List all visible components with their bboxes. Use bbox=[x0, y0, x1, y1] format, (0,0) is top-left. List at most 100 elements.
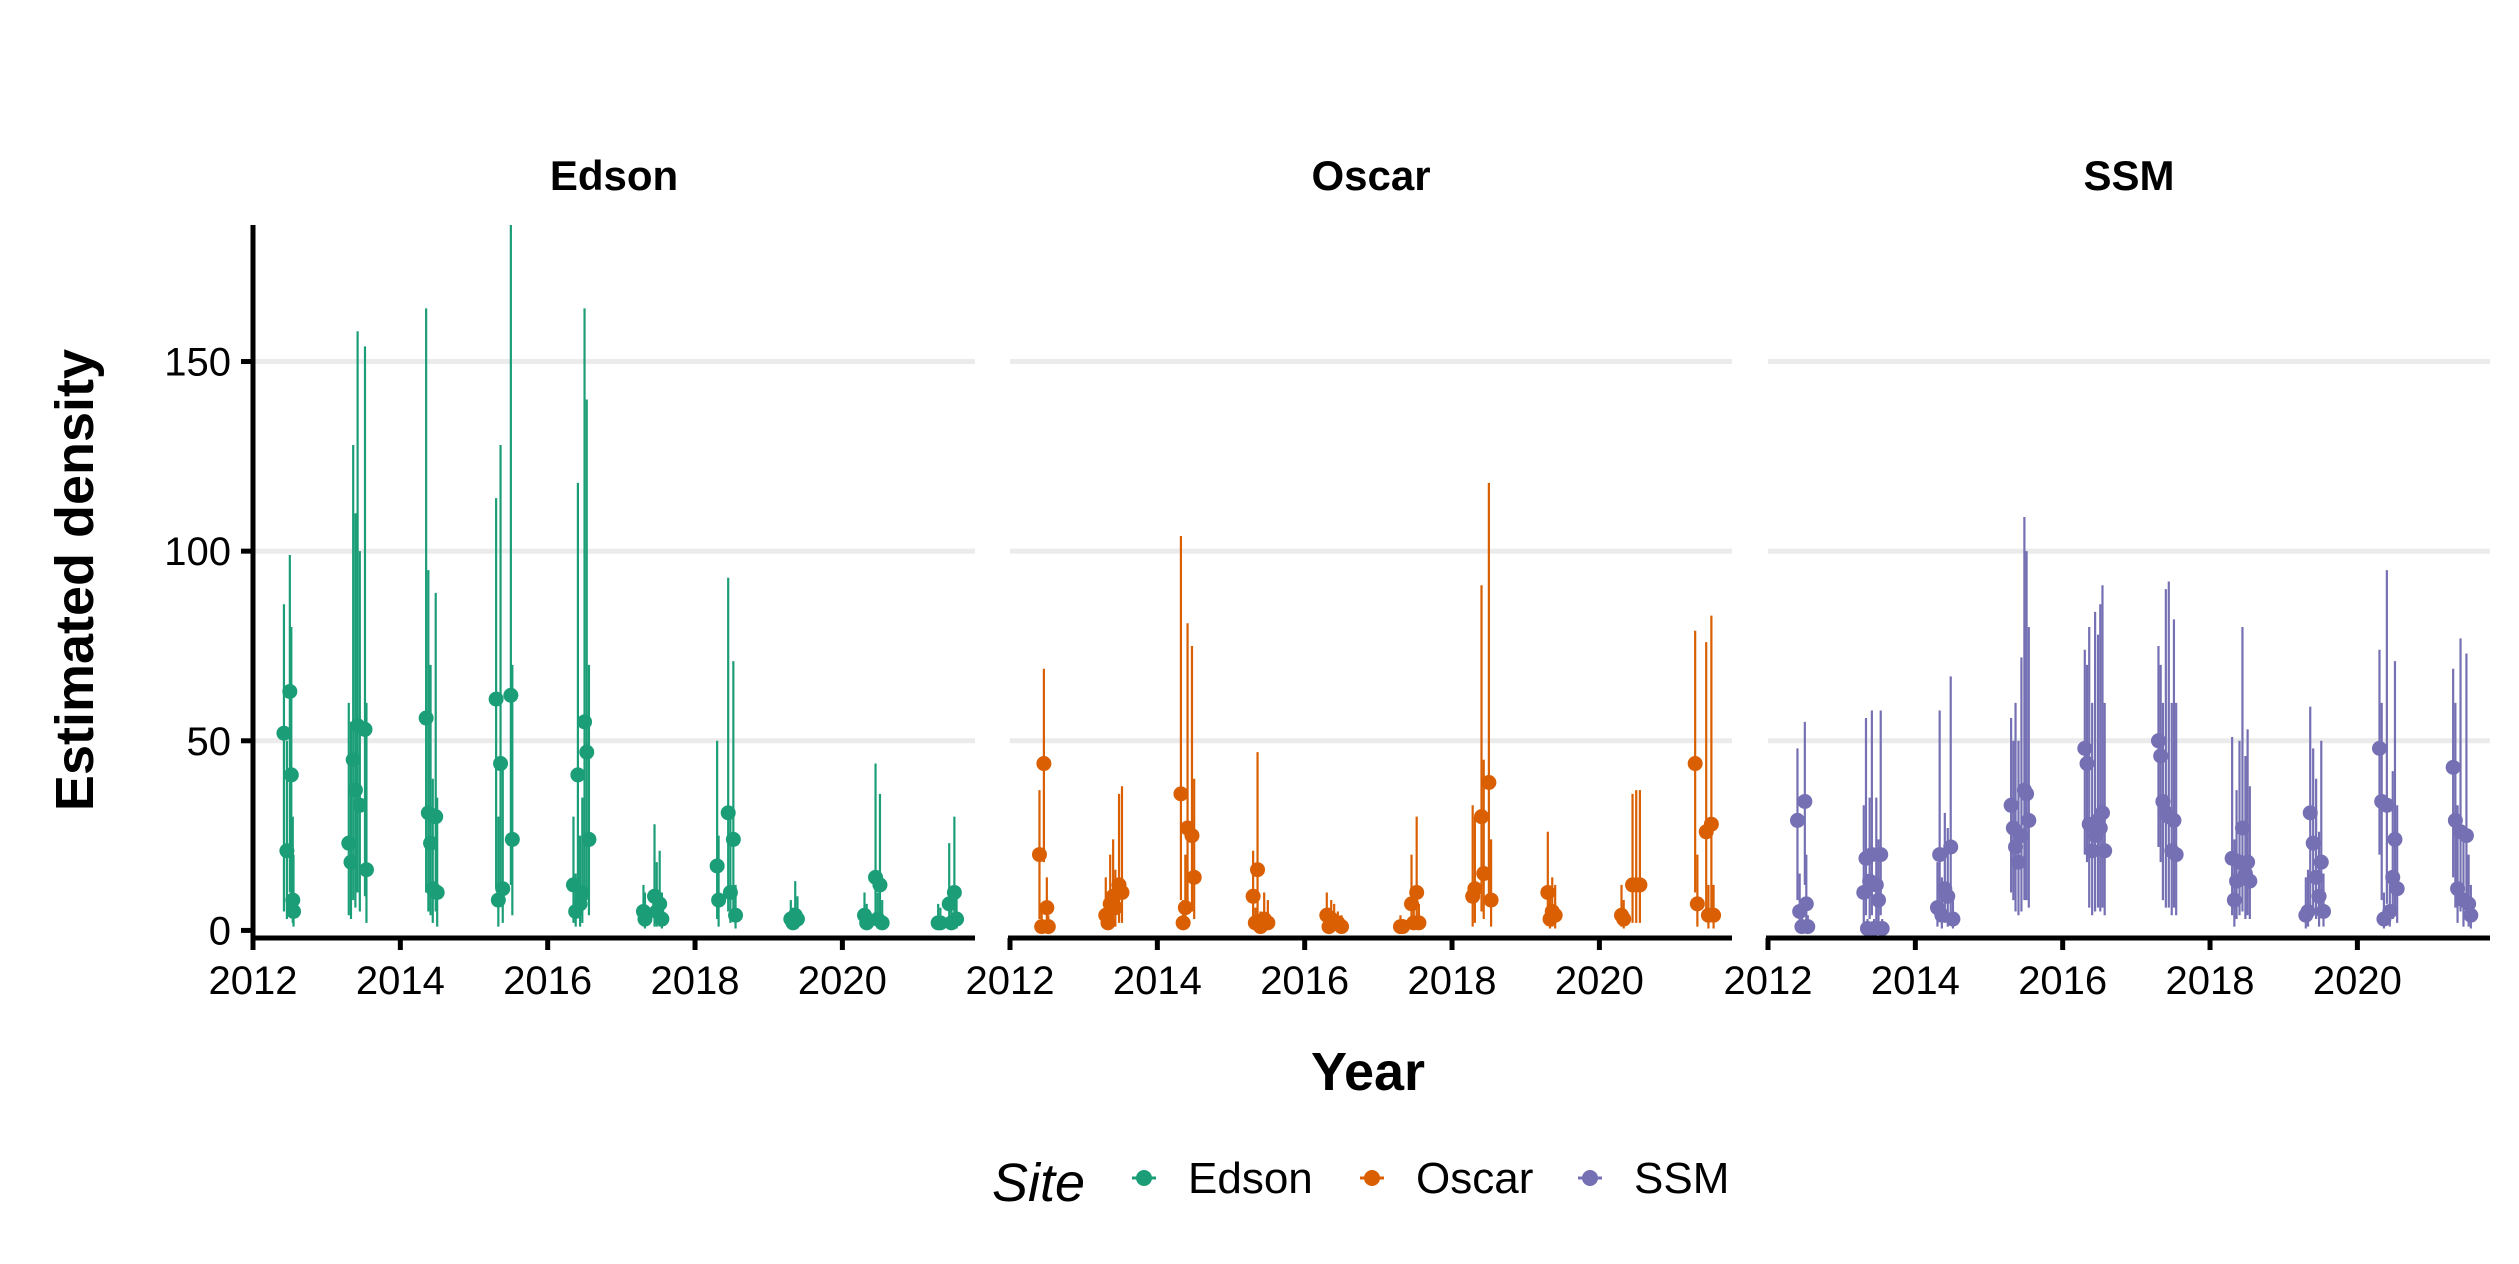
data-point bbox=[2153, 748, 2169, 764]
data-point bbox=[1932, 847, 1948, 863]
data-point bbox=[2300, 903, 2316, 919]
data-point bbox=[949, 911, 965, 927]
data-point bbox=[1467, 881, 1483, 897]
data-point bbox=[581, 831, 597, 847]
data-point bbox=[2084, 843, 2100, 859]
data-point bbox=[946, 884, 962, 900]
x-tick-label: 2014 bbox=[1871, 959, 1960, 1003]
data-point bbox=[1856, 884, 1872, 900]
data-point bbox=[1250, 862, 1266, 878]
data-point bbox=[1186, 869, 1202, 885]
data-point bbox=[709, 858, 725, 874]
data-point bbox=[1107, 900, 1123, 916]
data-point bbox=[1873, 847, 1889, 863]
data-point bbox=[2242, 873, 2258, 889]
data-point bbox=[579, 744, 595, 760]
y-tick-label: 150 bbox=[164, 341, 231, 385]
data-point bbox=[341, 835, 357, 851]
data-point bbox=[1184, 828, 1200, 844]
data-point bbox=[2155, 793, 2171, 809]
data-point bbox=[728, 907, 744, 923]
data-point bbox=[2021, 812, 2037, 828]
data-point bbox=[2003, 797, 2019, 813]
data-point bbox=[2234, 820, 2250, 836]
data-point bbox=[2382, 903, 2398, 919]
data-point bbox=[637, 911, 653, 927]
data-point bbox=[1868, 877, 1884, 893]
data-point bbox=[2463, 907, 2479, 923]
y-axis-title: Estimated density bbox=[45, 349, 105, 811]
data-point bbox=[1871, 892, 1887, 908]
data-point bbox=[488, 691, 504, 707]
data-point bbox=[418, 710, 434, 726]
data-point bbox=[1411, 915, 1427, 931]
data-point bbox=[2308, 869, 2324, 885]
data-point bbox=[1036, 756, 1052, 772]
legend-label-ssm: SSM bbox=[1634, 1154, 1729, 1203]
legend-title: Site bbox=[992, 1153, 1085, 1213]
x-tick-label: 2020 bbox=[798, 959, 887, 1003]
data-point bbox=[1476, 866, 1492, 882]
data-point bbox=[1483, 892, 1499, 908]
data-point bbox=[282, 683, 298, 699]
data-point bbox=[2092, 820, 2108, 836]
data-point bbox=[2311, 888, 2327, 904]
x-tick-label: 2020 bbox=[2313, 959, 2402, 1003]
data-point bbox=[1474, 809, 1490, 825]
data-point bbox=[2302, 805, 2318, 821]
data-point bbox=[1409, 884, 1425, 900]
data-point bbox=[1540, 884, 1556, 900]
data-point bbox=[711, 892, 727, 908]
data-point bbox=[2019, 786, 2035, 802]
data-point bbox=[1173, 786, 1189, 802]
data-point bbox=[1031, 847, 1047, 863]
data-point bbox=[1687, 756, 1703, 772]
data-point bbox=[2315, 903, 2331, 919]
panels-layer: Edson 2012 2014 2016 2018 2020 0 50 100 150 Oscar 2… bbox=[164, 152, 2490, 1003]
x-tick-label: 2014 bbox=[356, 959, 445, 1003]
data-point bbox=[1114, 884, 1130, 900]
data-point bbox=[720, 805, 736, 821]
data-point bbox=[503, 687, 519, 703]
x-tick-label: 2012 bbox=[966, 959, 1055, 1003]
data-point bbox=[577, 714, 593, 730]
data-point bbox=[1703, 816, 1719, 832]
x-tick-label: 2018 bbox=[1408, 959, 1497, 1003]
data-point bbox=[722, 884, 738, 900]
data-point bbox=[1874, 921, 1890, 937]
data-point bbox=[2445, 759, 2461, 775]
data-point bbox=[1404, 896, 1420, 912]
data-point bbox=[932, 915, 948, 931]
data-point bbox=[1789, 812, 1805, 828]
data-point bbox=[1177, 900, 1193, 916]
legend-key-edson bbox=[1136, 1170, 1152, 1186]
data-point bbox=[1943, 839, 1959, 855]
data-point bbox=[1547, 907, 1563, 923]
data-point bbox=[1175, 915, 1191, 931]
data-point bbox=[652, 896, 668, 912]
x-tick-label: 2016 bbox=[1260, 959, 1349, 1003]
data-point bbox=[2389, 881, 2405, 897]
x-tick-label: 2018 bbox=[2166, 959, 2255, 1003]
legend: Site Edson Oscar SSM bbox=[992, 1153, 1729, 1213]
data-point bbox=[1945, 911, 1961, 927]
data-point bbox=[286, 903, 302, 919]
x-axis-title: Year bbox=[1311, 1042, 1425, 1102]
data-point bbox=[2077, 740, 2093, 756]
legend-key-ssm bbox=[1582, 1170, 1598, 1186]
data-point bbox=[2226, 892, 2242, 908]
panel-title: SSM bbox=[2083, 152, 2174, 199]
data-point bbox=[725, 831, 741, 847]
x-tick-label: 2012 bbox=[1724, 959, 1813, 1003]
y-tick-label: 100 bbox=[164, 530, 231, 574]
data-point bbox=[654, 911, 670, 927]
data-point bbox=[2371, 740, 2387, 756]
data-point bbox=[1797, 793, 1813, 809]
data-point bbox=[347, 782, 363, 798]
data-point bbox=[1940, 888, 1956, 904]
data-point bbox=[1100, 915, 1116, 931]
data-point bbox=[495, 881, 511, 897]
panel-title: Edson bbox=[550, 152, 678, 199]
legend-label-edson: Edson bbox=[1188, 1154, 1313, 1203]
data-point bbox=[2458, 828, 2474, 844]
